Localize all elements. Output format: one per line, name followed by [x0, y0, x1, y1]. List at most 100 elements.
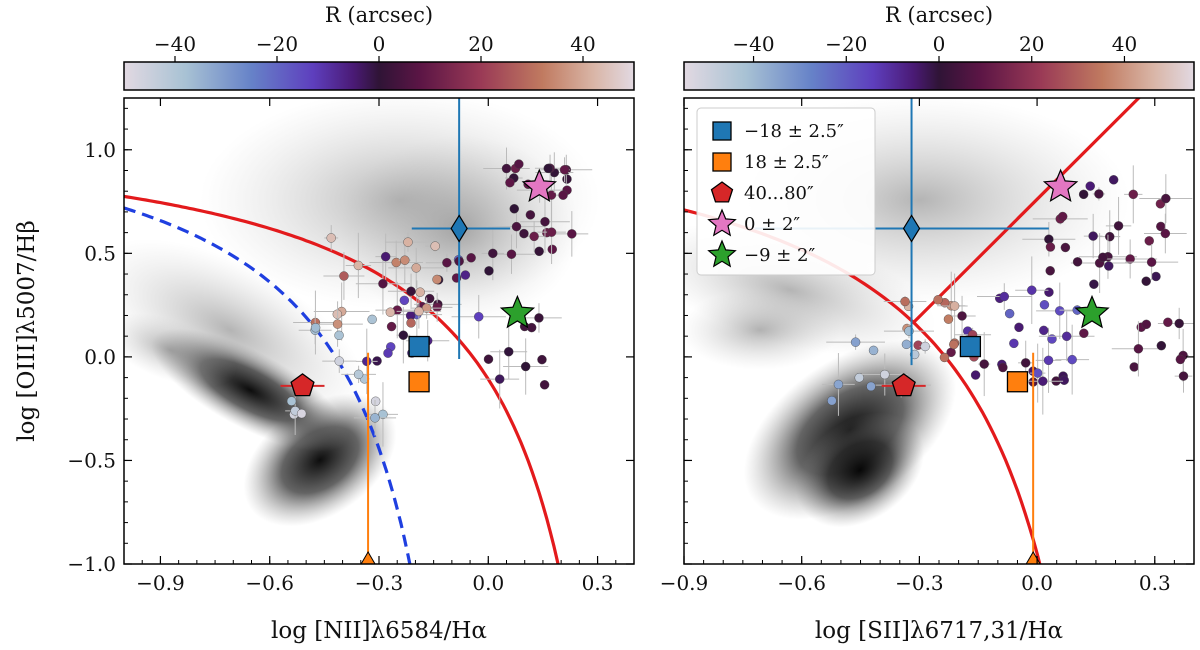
legend-label-5: −9 ± 2″	[744, 245, 816, 266]
spaxel-point	[1055, 306, 1065, 316]
right-colorbar-title: R (arcsec)	[885, 3, 993, 27]
spaxel-point	[979, 359, 989, 369]
spaxel-point	[1133, 344, 1144, 354]
spaxel-point	[1057, 211, 1068, 222]
spaxel-point	[1014, 322, 1024, 333]
spaxel-point	[367, 314, 377, 325]
spaxel-point	[1079, 328, 1089, 338]
spaxel-point	[1044, 287, 1054, 297]
spaxel-point	[1129, 362, 1139, 372]
right-colorbar-tick-label: −20	[825, 32, 867, 56]
legend-box	[696, 107, 876, 276]
spaxel-point	[334, 330, 344, 341]
spaxel-point	[511, 221, 522, 232]
legend-label-4: 0 ± 2″	[744, 214, 800, 235]
left-x-axis-title: log [NII]λ6584/Hα	[271, 618, 487, 644]
spaxel-point	[1078, 189, 1089, 200]
spaxel-point	[1163, 317, 1173, 327]
spaxel-point	[296, 408, 307, 419]
spaxel-point	[386, 321, 397, 332]
spaxel-point	[483, 354, 494, 364]
spaxel-point	[442, 258, 452, 268]
spaxel-point	[1160, 228, 1171, 239]
left-pentagon-marker	[290, 373, 315, 397]
legend-marker-1	[712, 121, 732, 141]
spaxel-point	[370, 413, 380, 423]
spaxel-point	[1108, 175, 1119, 185]
spaxel-point	[1038, 376, 1048, 386]
legend-marker-5	[707, 239, 737, 268]
spaxel-point	[868, 345, 879, 356]
right-colorbar-tick-label: −40	[732, 32, 774, 56]
y-tick-label: −0.5	[67, 448, 116, 472]
spaxel-point	[1067, 354, 1077, 365]
spaxel-point	[526, 322, 537, 333]
spaxel-point	[1113, 221, 1124, 231]
spaxel-point	[424, 293, 435, 304]
left-colorbar-tick-label: 40	[570, 32, 595, 56]
right-colorbar-tick-label: 0	[933, 32, 946, 56]
left-colorbar-tick-label: 0	[373, 32, 386, 56]
spaxel-point	[1161, 193, 1171, 204]
right-square-marker	[1006, 371, 1029, 393]
legend-marker-3	[710, 181, 734, 203]
spaxel-point	[1059, 375, 1069, 385]
spaxel-point	[1032, 368, 1043, 378]
spaxel-point	[534, 246, 544, 257]
spaxel-point	[460, 270, 471, 280]
spaxel-point	[854, 372, 864, 383]
spaxel-point	[484, 266, 494, 276]
spaxel-point	[1027, 285, 1037, 295]
spaxel-point	[562, 174, 572, 184]
right-x-tick-label: −0.6	[777, 571, 826, 595]
kauffmann-line	[124, 206, 412, 564]
spaxel-point	[415, 287, 425, 297]
spaxel-point	[1174, 318, 1184, 329]
spaxel-point	[999, 291, 1009, 302]
legend-marker-2	[712, 152, 732, 172]
spaxel-point	[1043, 355, 1054, 366]
spaxel-point	[474, 311, 484, 322]
spaxel-point	[1088, 231, 1098, 241]
spaxel-point	[1072, 257, 1083, 267]
spaxel-point	[520, 361, 531, 372]
spaxel-point	[430, 241, 440, 251]
spaxel-point	[1045, 266, 1055, 276]
spaxel-point	[540, 216, 550, 227]
left-diamond-marker	[450, 214, 468, 243]
right-colorbar-tick-label: 20	[1019, 32, 1044, 56]
spaxel-point	[378, 409, 388, 420]
spaxel-point	[939, 352, 950, 363]
right-x-axis-title: log [SII]λ6717,31/Hα	[815, 618, 1063, 644]
spaxel-point	[547, 244, 557, 255]
left-square-marker	[408, 335, 430, 358]
spaxel-point	[1004, 308, 1015, 319]
spaxel-point	[534, 313, 544, 323]
spaxel-point	[1098, 252, 1108, 263]
spaxel-point	[529, 231, 539, 242]
spaxel-point	[398, 330, 409, 340]
spaxel-point	[504, 347, 514, 357]
left-x-tick-label: −0.3	[355, 571, 404, 595]
left-x-tick-label: −0.6	[245, 571, 294, 595]
spaxel-point	[827, 395, 837, 406]
y-tick-label: 1.0	[84, 138, 116, 162]
legend-marker-4	[707, 208, 737, 237]
spaxel-point	[495, 374, 505, 384]
spaxel-point	[543, 163, 553, 174]
spaxel-point	[558, 190, 568, 200]
spaxel-point	[943, 314, 954, 324]
spaxel-point	[514, 159, 524, 169]
legend: −18 ± 2.5″ 18 ± 2.5″ 40...80″ 0 ± 2″ −9 ± 2″	[696, 107, 876, 276]
spaxel-point	[1178, 371, 1189, 381]
left-colorbar-title: R (arcsec)	[325, 3, 433, 27]
spaxel-point	[378, 279, 388, 289]
spaxel-point	[1141, 276, 1151, 286]
left-colorbar-tick-label: 20	[468, 32, 493, 56]
spaxel-point	[385, 307, 396, 317]
spaxel-point	[506, 249, 517, 259]
spaxel-point	[432, 302, 442, 313]
right-star-marker	[1042, 168, 1079, 203]
y-tick-label: 0.0	[84, 345, 116, 369]
